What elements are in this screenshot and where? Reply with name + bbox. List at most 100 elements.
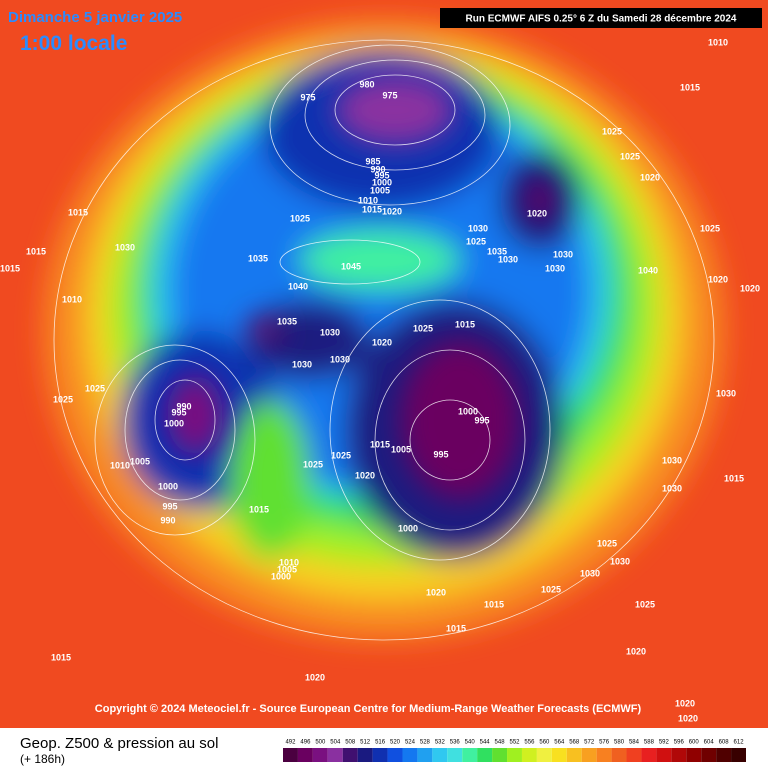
colorbar-swatch [492, 748, 508, 762]
colorbar-swatch [626, 748, 642, 762]
colorbar-label: 508 [345, 740, 356, 746]
pressure-label: 1030 [498, 254, 518, 264]
colorbar-label: 568 [569, 740, 580, 746]
pressure-label: 1045 [341, 261, 361, 271]
lows [167, 75, 554, 500]
pressure-label: 1025 [413, 323, 433, 333]
pressure-label: 1015 [680, 82, 700, 92]
pressure-label: 1010 [62, 294, 82, 304]
colorbar-label: 556 [524, 740, 535, 746]
colorbar-label: 524 [405, 740, 416, 746]
colorbar-label: 604 [704, 740, 715, 746]
pressure-label: 1015 [362, 204, 382, 214]
pressure-label: 995 [433, 449, 448, 459]
pressure-label: 1035 [277, 316, 297, 326]
colorbar-label: 588 [644, 740, 655, 746]
colorbar-label: 500 [315, 740, 326, 746]
pressure-label: 995 [474, 415, 489, 425]
pressure-label: 1030 [292, 359, 312, 369]
pressure-label: 1025 [597, 538, 617, 548]
pressure-label: 1010 [708, 37, 728, 47]
colorbar-swatch [731, 748, 746, 762]
colorbar-label: 596 [674, 740, 685, 746]
pressure-label: 1005 [130, 456, 150, 466]
colorbar-swatch [327, 748, 343, 762]
colorbar-swatch [536, 748, 552, 762]
colorbar-label: 548 [495, 740, 506, 746]
colorbar-swatch [477, 748, 493, 762]
colorbar-swatch [596, 748, 612, 762]
pressure-label: 1010 [279, 557, 299, 567]
lead-time: (+ 186h) [20, 752, 65, 766]
colorbar-label: 584 [629, 740, 640, 746]
colorbar-label: 536 [450, 740, 461, 746]
colorbar-label: 560 [539, 740, 550, 746]
isobars [53, 39, 715, 641]
pressure-label: 1030 [580, 568, 600, 578]
colorbar-swatch [551, 748, 567, 762]
pressure-label: 980 [359, 79, 374, 89]
pressure-label: 1015 [484, 599, 504, 609]
pressure-label: 1030 [610, 556, 630, 566]
colorbar-swatch [447, 748, 463, 762]
pressure-label: 1015 [724, 473, 744, 483]
pressure-label: 1025 [700, 223, 720, 233]
pressure-label: 1015 [249, 504, 269, 514]
pressure-label: 1020 [640, 172, 660, 182]
pressure-label: 1020 [675, 698, 695, 708]
pressure-label: 1000 [398, 523, 418, 533]
pressure-label: 995 [374, 170, 389, 180]
pressure-label: 1020 [305, 672, 325, 682]
pressure-label: 1040 [638, 265, 658, 275]
pressure-label: 1020 [708, 274, 728, 284]
colorbar-label: 516 [375, 740, 386, 746]
forecast-date: Dimanche 5 janvier 2025 [8, 9, 182, 26]
pressure-label: 1020 [678, 713, 698, 723]
colorbar-label: 564 [554, 740, 565, 746]
pressure-label: 1025 [541, 584, 561, 594]
colorbar-label: 544 [480, 740, 491, 746]
pressure-label: 1030 [553, 249, 573, 259]
pressure-label: 1005 [277, 564, 297, 574]
run-info: Run ECMWF AIFS 0.25° 6 Z du Samedi 28 dé… [466, 14, 737, 25]
colorbar-swatch [462, 748, 478, 762]
colorbar-swatch [402, 748, 418, 762]
colorbar-swatch [581, 748, 597, 762]
colorbar-label: 512 [360, 740, 371, 746]
copyright: Copyright © 2024 Meteociel.fr - Source E… [95, 703, 642, 715]
pressure-label: 1025 [85, 383, 105, 393]
pressure-label: 1015 [0, 263, 20, 273]
pressure-label: 1020 [426, 587, 446, 597]
pressure-label: 1040 [288, 281, 308, 291]
colorbar-swatch [611, 748, 627, 762]
pressure-label: 995 [171, 407, 186, 417]
colorbar-label: 520 [390, 740, 401, 746]
pressure-label: 1015 [370, 439, 390, 449]
pressure-label: 1025 [53, 394, 73, 404]
pressure-label: 1030 [330, 354, 350, 364]
colorbar-swatch [521, 748, 537, 762]
pressure-label: 1020 [372, 337, 392, 347]
pressure-label: 1020 [527, 208, 547, 218]
pressure-label: 1000 [164, 418, 184, 428]
pressure-label: 1020 [355, 470, 375, 480]
pressure-label: 1030 [545, 263, 565, 273]
colorbar-label: 528 [420, 740, 431, 746]
pressure-label: 1025 [635, 599, 655, 609]
pressure-label: 995 [162, 501, 177, 511]
pressure-label: 1000 [158, 481, 178, 491]
pressure-label: 1010 [358, 195, 378, 205]
colorbar-swatch [671, 748, 687, 762]
run-box [440, 8, 762, 28]
pressure-label: 1000 [458, 406, 478, 416]
pressure-label: 1020 [382, 206, 402, 216]
pressure-label: 1025 [303, 459, 323, 469]
pressure-label: 1030 [716, 388, 736, 398]
colorbar-swatch [656, 748, 672, 762]
pressure-label: 1030 [662, 483, 682, 493]
colorbar-swatch [716, 748, 732, 762]
pressure-label: 1025 [290, 213, 310, 223]
colorbar-label: 612 [734, 740, 745, 746]
pressure-label: 1000 [372, 177, 392, 187]
